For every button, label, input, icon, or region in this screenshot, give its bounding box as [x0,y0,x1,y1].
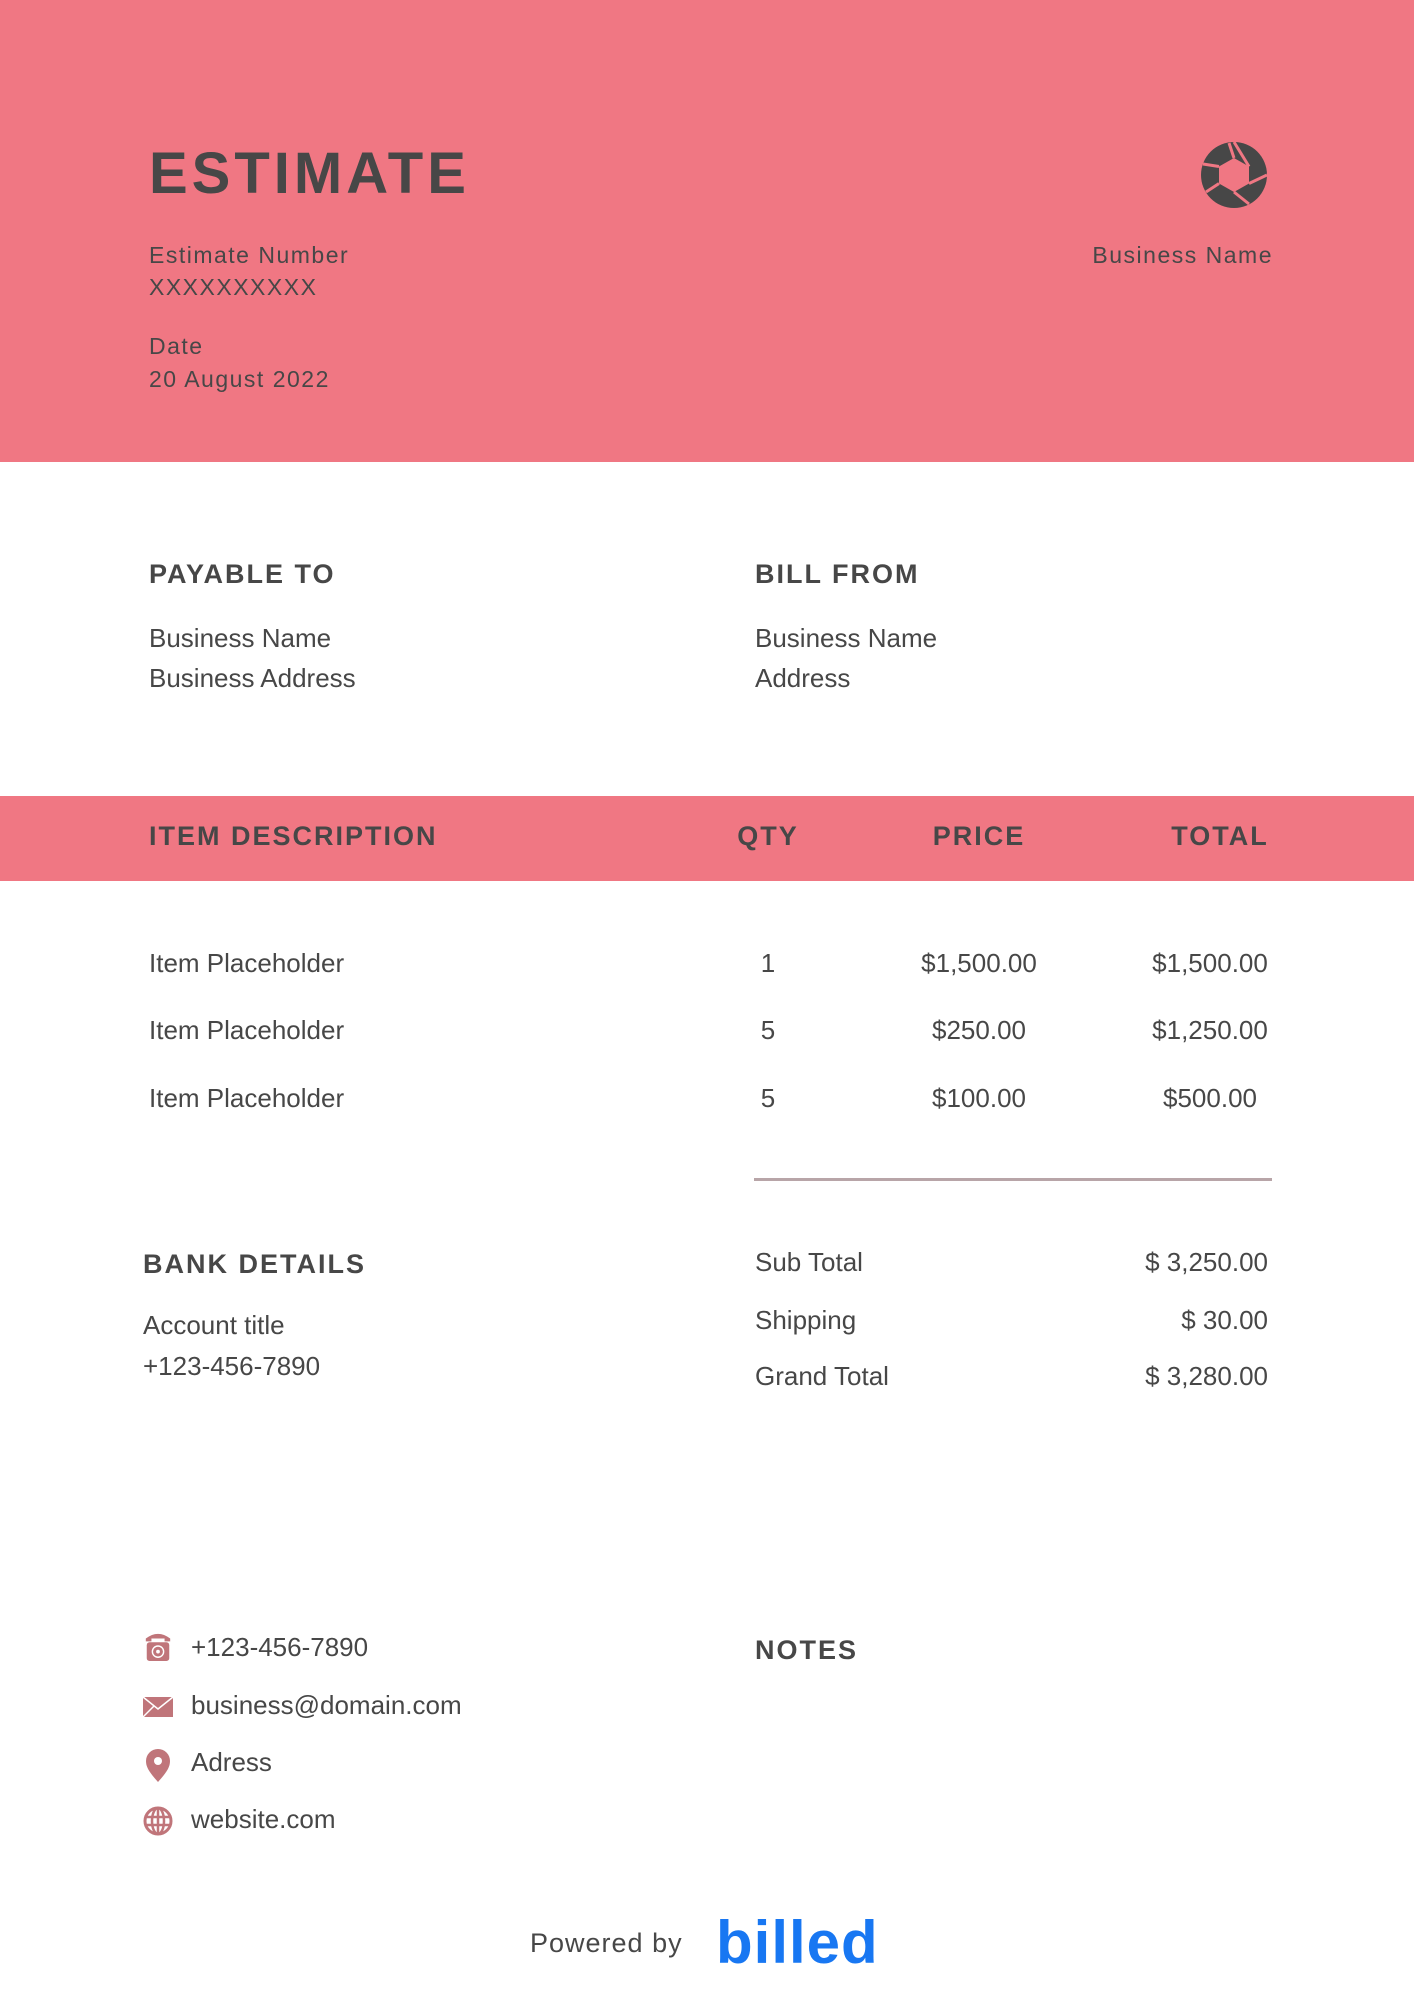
payable-to-heading: PAYABLE TO [149,559,336,589]
subtotal-value: $ 3,250.00 [1145,1247,1268,1277]
shipping-value: $ 30.00 [1181,1305,1268,1335]
totals-divider [754,1178,1272,1181]
document-title: ESTIMATE [149,141,470,206]
item-price: $250.00 [932,1015,1026,1045]
estimate-number: XXXXXXXXXX [149,274,318,300]
item-qty: 5 [760,1015,776,1045]
column-header-description: ITEM DESCRIPTION [149,821,438,851]
table-header-bar [0,796,1414,881]
envelope-icon [143,1696,173,1718]
telephone-icon [145,1633,171,1661]
item-price: $1,500.00 [921,948,1037,978]
bill-from-address: Address [755,663,851,693]
grand-total-value: $ 3,280.00 [1145,1361,1268,1391]
contact-address: Adress [191,1747,272,1777]
payable-to-name: Business Name [149,623,332,653]
column-header-total: TOTAL [1171,821,1269,851]
contact-website: website.com [191,1804,336,1834]
globe-icon [143,1806,173,1836]
date-label: Date [149,333,204,359]
powered-by-text: Powered by [530,1928,683,1958]
bank-phone: +123-456-7890 [143,1351,321,1381]
notes-heading: NOTES [755,1635,859,1665]
billed-logo[interactable]: billed [716,1909,879,1976]
bill-from-heading: BILL FROM [755,559,920,589]
header-banner [0,0,1414,462]
bill-from-name: Business Name [755,623,938,653]
item-description: Item Placeholder [149,1083,345,1113]
map-pin-icon [146,1749,170,1782]
item-price: $100.00 [932,1083,1026,1113]
header-business-name: Business Name [1092,242,1273,268]
item-qty: 5 [760,1083,776,1113]
bank-account-title: Account title [143,1310,285,1340]
estimate-number-label: Estimate Number [149,242,350,268]
item-total: $500.00 [1163,1083,1257,1113]
column-header-qty: QTY [737,821,799,851]
grand-total-label: Grand Total [755,1361,889,1391]
contact-email: business@domain.com [191,1690,462,1720]
bank-details-heading: BANK DETAILS [143,1249,366,1279]
contact-phone: +123-456-7890 [191,1632,369,1662]
aperture-icon [1201,142,1267,208]
item-qty: 1 [760,948,776,978]
item-total: $1,500.00 [1152,948,1268,978]
item-description: Item Placeholder [149,1015,345,1045]
shipping-label: Shipping [755,1305,857,1335]
item-description: Item Placeholder [149,948,345,978]
subtotal-label: Sub Total [755,1247,863,1277]
item-total: $1,250.00 [1152,1015,1268,1045]
column-header-price: PRICE [932,821,1026,851]
payable-to-address: Business Address [149,663,356,693]
date-value: 20 August 2022 [149,366,330,392]
